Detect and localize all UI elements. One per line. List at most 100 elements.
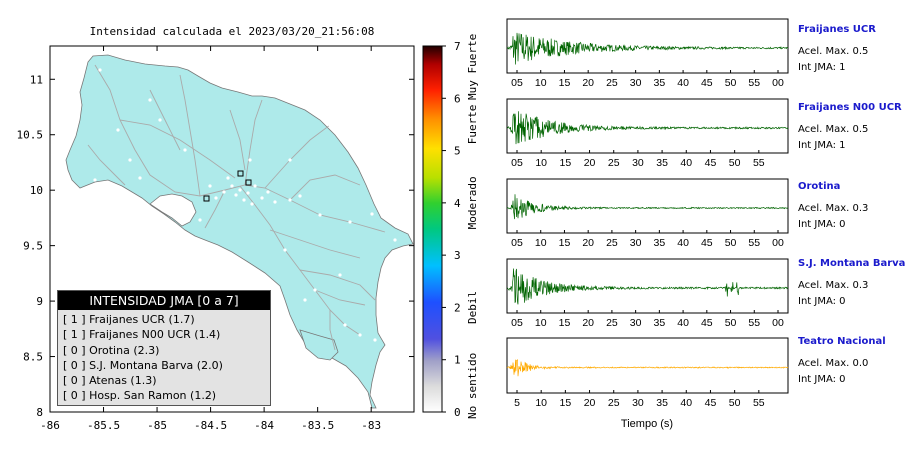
waveform-trace <box>507 268 789 305</box>
map-frame <box>49 45 415 413</box>
nicoya-inlet-water <box>124 192 150 214</box>
waveform-panel: 05 10 15 20 25 30 35 40 45 50 55 00 <box>506 258 789 329</box>
x-tick-label: -84 <box>254 419 274 432</box>
wave-tick-label: 25 <box>608 157 620 169</box>
wave-tick-label: 20 <box>582 77 594 89</box>
wave-tick-label: 5 <box>514 397 520 409</box>
wave-tick-label: 35 <box>654 317 666 329</box>
wave-tick-label: 35 <box>656 397 668 409</box>
wave-tick-label: 25 <box>606 237 618 249</box>
x-tick-label: -86 <box>40 419 60 432</box>
wave-tick-label: 45 <box>701 237 713 249</box>
legend-item: [ 1 ] Fraijanes UCR (1.7) <box>63 313 195 326</box>
wave-tick-label: 40 <box>680 157 692 169</box>
wave-tick-label: 40 <box>677 317 689 329</box>
colorbar-category-label: Fuerte <box>466 105 479 145</box>
wave-xlabel: Tiempo (s) <box>621 418 673 430</box>
wave-tick-label: 05 <box>511 77 523 89</box>
colorbar-tick-label: 7 <box>454 40 461 53</box>
colorbar-category-label: No sentido <box>466 353 479 419</box>
waveform-panel: 05 10 15 20 25 30 35 40 45 50 55 00 <box>506 178 789 249</box>
y-tick-label: 11 <box>30 73 43 86</box>
wave-tick-label: 25 <box>606 317 618 329</box>
y-tick-label: 10.5 <box>17 129 44 142</box>
legend-item: [ 0 ] Hosp. San Ramon (1.2) <box>63 389 217 403</box>
legend-title: INTENSIDAD JMA [0 a 7] <box>58 291 270 310</box>
station-name: Fraijanes N00 UCR <box>798 102 902 113</box>
station-acel: Acel. Max. 0.3 <box>798 203 869 214</box>
colorbar-ticks: 0 1 2 3 4 5 6 7 <box>442 40 461 419</box>
y-tick-label: 8 <box>36 406 43 419</box>
station-jma: Int JMA: 1 <box>798 62 846 73</box>
wave-tick-label: 35 <box>654 77 666 89</box>
wave-tick-label: 30 <box>630 317 642 329</box>
colorbar-tick-label: 6 <box>454 92 461 105</box>
station-acel: Acel. Max. 0.0 <box>798 358 869 369</box>
colorbar-category-label: Muy Fuerte <box>466 34 479 100</box>
station-info: Fraijanes N00 UCR Acel. Max. 0.5 Int JMA… <box>798 102 902 151</box>
wave-tick-label: 25 <box>608 397 620 409</box>
station-info: Orotina Acel. Max. 0.3 Int JMA: 0 <box>798 181 868 230</box>
colorbar-category-label: Moderado <box>466 176 479 229</box>
wave-tick-label: 55 <box>748 77 760 89</box>
wave-tick-label: 20 <box>582 237 594 249</box>
waveform-trace <box>506 32 789 65</box>
waveform-frame <box>506 18 789 74</box>
wave-tick-label: 55 <box>748 317 760 329</box>
legend-item: [ 1 ] Fraijanes N00 UCR (1.4) <box>63 328 221 342</box>
y-tick-label: 9.5 <box>23 240 43 253</box>
station-markers <box>203 170 252 202</box>
wave-tick-label: 10 <box>535 397 547 409</box>
waveform-trace <box>506 359 789 377</box>
wave-tick-label: 10 <box>535 77 547 89</box>
station-jma: Int JMA: 0 <box>798 374 846 385</box>
y-tick-label: 10 <box>30 184 43 197</box>
wave-tick-label: 30 <box>630 77 642 89</box>
wave-tick-label: 55 <box>748 237 760 249</box>
wave-tick-label: 55 <box>753 397 765 409</box>
station-acel: Acel. Max. 0.5 <box>798 124 869 135</box>
waveform-frame <box>506 98 789 154</box>
wave-tick-label: 40 <box>677 237 689 249</box>
colorbar <box>422 45 443 413</box>
wave-tick-label: 10 <box>535 317 547 329</box>
wave-tick-label: 05 <box>511 237 523 249</box>
wave-tick-label: 50 <box>729 157 741 169</box>
station-jma: Int JMA: 0 <box>798 219 846 230</box>
x-tick-label: -83 <box>361 419 381 432</box>
station-name: Orotina <box>798 181 841 192</box>
wave-tick-label: 50 <box>725 237 737 249</box>
x-tick-label: -84.5 <box>194 419 227 432</box>
waveform-panel: 05 10 15 20 25 30 35 40 45 50 55 00 <box>506 18 789 89</box>
waveform-frame <box>506 178 789 234</box>
road-network <box>87 64 386 351</box>
wave-tick-label: 30 <box>632 397 644 409</box>
x-tick-label: -85 <box>147 419 167 432</box>
colorbar-category-label: Debil <box>466 291 479 324</box>
wave-tick-label: 45 <box>705 157 717 169</box>
waveform-trace <box>507 111 789 145</box>
wave-tick-label: 45 <box>705 397 717 409</box>
gulf-of-nicoya <box>149 193 197 227</box>
osa-peninsula <box>299 329 339 361</box>
wave-tick-label: 00 <box>772 77 784 89</box>
wave-tick-label: 15 <box>559 77 571 89</box>
wave-tick-label: 10 <box>535 157 547 169</box>
map-title: Intensidad calculada el 2023/03/20_21:56… <box>90 25 375 38</box>
waveform-frame <box>506 337 789 394</box>
wave-tick-label: 15 <box>559 237 571 249</box>
wave-tick-label: 40 <box>677 77 689 89</box>
colorbar-tick-label: 4 <box>454 197 461 210</box>
wave-tick-label: 30 <box>630 237 642 249</box>
wave-tick-label: 35 <box>656 157 668 169</box>
wave-tick-label: 05 <box>511 157 523 169</box>
wave-tick-label: 15 <box>560 397 572 409</box>
station-jma: Int JMA: 0 <box>798 296 846 307</box>
station-acel: Acel. Max. 0.3 <box>798 280 869 291</box>
wave-tick-label: 50 <box>725 77 737 89</box>
waveform-panel: 05 10 15 20 25 30 35 40 45 50 55 <box>506 98 789 169</box>
map-x-axis: -86 -85.5 -85 -84.5 -84 -83.5 -83 <box>40 46 381 432</box>
wave-tick-label: 15 <box>560 157 572 169</box>
colorbar-tick-label: 0 <box>454 406 461 419</box>
station-info: S.J. Montana Barva Acel. Max. 0.3 Int JM… <box>798 258 905 307</box>
